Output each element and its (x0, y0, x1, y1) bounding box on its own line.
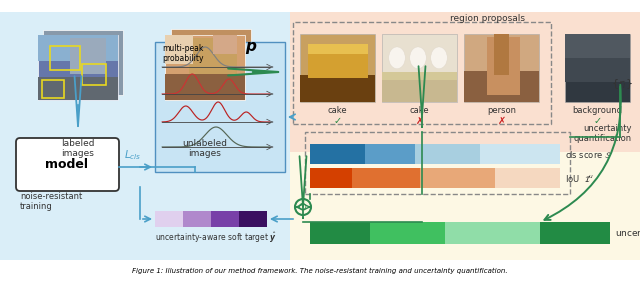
Text: region proposals: region proposals (451, 14, 525, 23)
Bar (420, 168, 495, 188)
Bar (565, 54, 630, 81)
Bar (43, 30, 123, 94)
Text: person: person (487, 106, 516, 115)
Bar (50, 46, 81, 70)
Bar (495, 168, 560, 188)
Text: ⊙: ⊙ (298, 202, 308, 212)
Bar (494, 34, 509, 75)
Text: cls score $\mathcal{S}$: cls score $\mathcal{S}$ (565, 149, 612, 160)
Bar (540, 222, 610, 244)
Bar (165, 74, 245, 100)
Text: model: model (45, 158, 88, 171)
Text: uncertainty-aware soft target $\hat{\boldsymbol{y}}$: uncertainty-aware soft target $\hat{\bol… (155, 231, 277, 245)
Bar (0, 260, 640, 282)
Text: noise-resistant
training: noise-resistant training (20, 192, 83, 212)
Bar (38, 34, 118, 100)
Bar (382, 78, 457, 102)
Bar (307, 44, 367, 54)
Bar (38, 77, 118, 100)
Bar (307, 48, 367, 78)
Text: $L_{cls}$: $L_{cls}$ (124, 148, 141, 162)
Bar (213, 34, 237, 54)
Text: $\{r_i\}$: $\{r_i\}$ (611, 77, 633, 91)
Bar (82, 64, 106, 85)
Bar (310, 144, 365, 164)
Text: Figure 1: Illustration of our method framework. The noise-resistant training and: Figure 1: Illustration of our method fra… (132, 268, 508, 274)
Bar (382, 34, 457, 102)
Ellipse shape (431, 47, 447, 69)
Bar (183, 211, 211, 227)
Text: ✓: ✓ (333, 116, 342, 126)
Bar (211, 211, 239, 227)
Bar (370, 222, 445, 244)
Text: $\boldsymbol{p}$: $\boldsymbol{p}$ (245, 40, 257, 56)
Bar (486, 38, 520, 95)
Text: multi-peak
probability: multi-peak probability (162, 44, 204, 63)
Bar (352, 168, 420, 188)
Bar (239, 211, 267, 227)
Text: ✗: ✗ (415, 116, 424, 126)
Text: ✓: ✓ (593, 116, 602, 126)
Bar (155, 42, 285, 172)
Bar (290, 152, 640, 260)
Bar (310, 222, 370, 244)
Text: background: background (573, 106, 623, 115)
Bar (165, 34, 193, 64)
Text: IoU  $\mathcal{I}^u$: IoU $\mathcal{I}^u$ (565, 173, 595, 184)
Text: cake: cake (410, 106, 429, 115)
Bar (365, 144, 415, 164)
Text: cake: cake (328, 106, 348, 115)
Bar (565, 34, 630, 102)
Bar (42, 80, 65, 98)
Bar (480, 144, 560, 164)
Bar (155, 211, 183, 227)
Bar (310, 168, 352, 188)
Bar (0, 12, 290, 260)
Bar (445, 222, 540, 244)
Bar (300, 75, 375, 102)
Text: labeled
images: labeled images (61, 139, 95, 158)
Ellipse shape (388, 47, 405, 69)
Text: uncertainty
quantification: uncertainty quantification (574, 124, 632, 144)
Bar (305, 132, 570, 194)
Bar (464, 34, 539, 102)
Text: unlabeled
images: unlabeled images (182, 139, 227, 158)
FancyBboxPatch shape (16, 138, 119, 191)
Bar (464, 71, 539, 102)
Bar (293, 22, 551, 124)
Bar (415, 144, 480, 164)
Text: uncertainty $\mathcal{U}$: uncertainty $\mathcal{U}$ (615, 226, 640, 239)
Bar (70, 38, 106, 74)
Bar (38, 34, 118, 61)
Ellipse shape (410, 47, 426, 69)
Bar (290, 12, 640, 152)
Bar (565, 34, 630, 58)
Bar (171, 28, 251, 94)
Bar (382, 72, 457, 80)
Bar (165, 34, 245, 100)
Bar (300, 34, 375, 102)
Text: ✗: ✗ (497, 116, 506, 126)
Bar (189, 38, 237, 74)
